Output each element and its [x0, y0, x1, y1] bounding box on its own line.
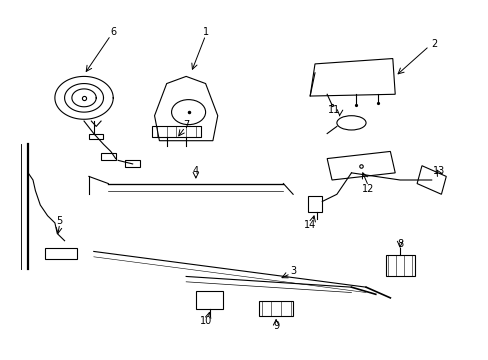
Text: 1: 1	[202, 27, 208, 37]
Text: 2: 2	[430, 39, 436, 49]
Text: 9: 9	[272, 321, 279, 332]
Text: 13: 13	[432, 166, 444, 176]
Text: 14: 14	[304, 220, 316, 230]
Text: 5: 5	[57, 216, 63, 226]
Text: 10: 10	[199, 316, 211, 326]
Text: 11: 11	[327, 105, 340, 115]
Text: 8: 8	[396, 239, 402, 249]
Text: 7: 7	[183, 120, 189, 130]
Text: 12: 12	[362, 184, 374, 194]
Text: 4: 4	[192, 166, 199, 176]
Text: 6: 6	[110, 27, 116, 37]
Text: 3: 3	[289, 266, 296, 276]
